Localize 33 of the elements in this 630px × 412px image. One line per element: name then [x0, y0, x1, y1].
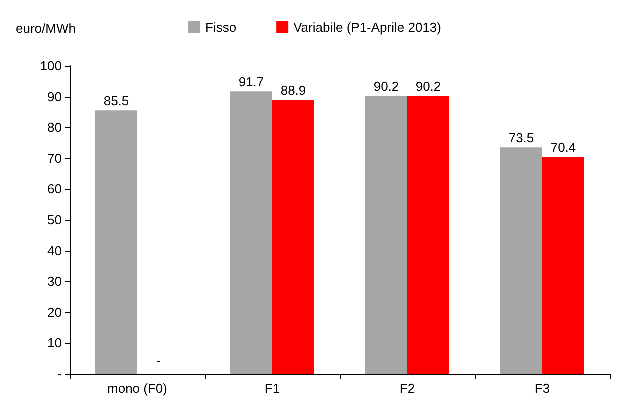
legend-label: Variabile (P1-Aprile 2013): [294, 20, 442, 35]
x-tick-label: F1: [264, 381, 280, 396]
data-label: 91.7: [238, 74, 264, 90]
bar: [230, 92, 272, 374]
bar: [500, 148, 542, 374]
bar: [408, 96, 450, 374]
annotation: -: [156, 353, 161, 368]
legend-label: Fisso: [206, 20, 237, 35]
data-label: 90.2: [374, 79, 400, 94]
y-tick-label: 20: [48, 304, 62, 320]
bar: [272, 100, 314, 374]
y-tick-label: 80: [48, 120, 62, 136]
x-tick-label: mono (F0): [108, 381, 168, 396]
x-tick-label: F2: [400, 381, 416, 396]
y-axis-title: euro/MWh: [16, 21, 76, 36]
y-tick-label: -: [58, 366, 62, 382]
data-label: 90.2: [416, 79, 442, 94]
y-tick-label: 100: [40, 58, 62, 74]
bar: [366, 96, 408, 374]
data-label: 70.4: [550, 140, 576, 156]
y-tick-label: 50: [48, 212, 62, 228]
y-tick-label: 90: [48, 89, 62, 104]
data-label: 73.5: [508, 130, 534, 146]
bar: [542, 157, 584, 374]
x-tick-label: F3: [534, 381, 550, 396]
y-tick-label: 40: [48, 243, 62, 258]
data-label: 88.9: [280, 83, 306, 98]
y-tick-label: 30: [48, 274, 62, 290]
bar: [96, 110, 138, 374]
y-tick-label: 60: [48, 182, 62, 197]
y-tick-label: 70: [48, 150, 62, 166]
data-label: 85.5: [104, 94, 130, 109]
y-tick-label: 10: [48, 336, 62, 351]
